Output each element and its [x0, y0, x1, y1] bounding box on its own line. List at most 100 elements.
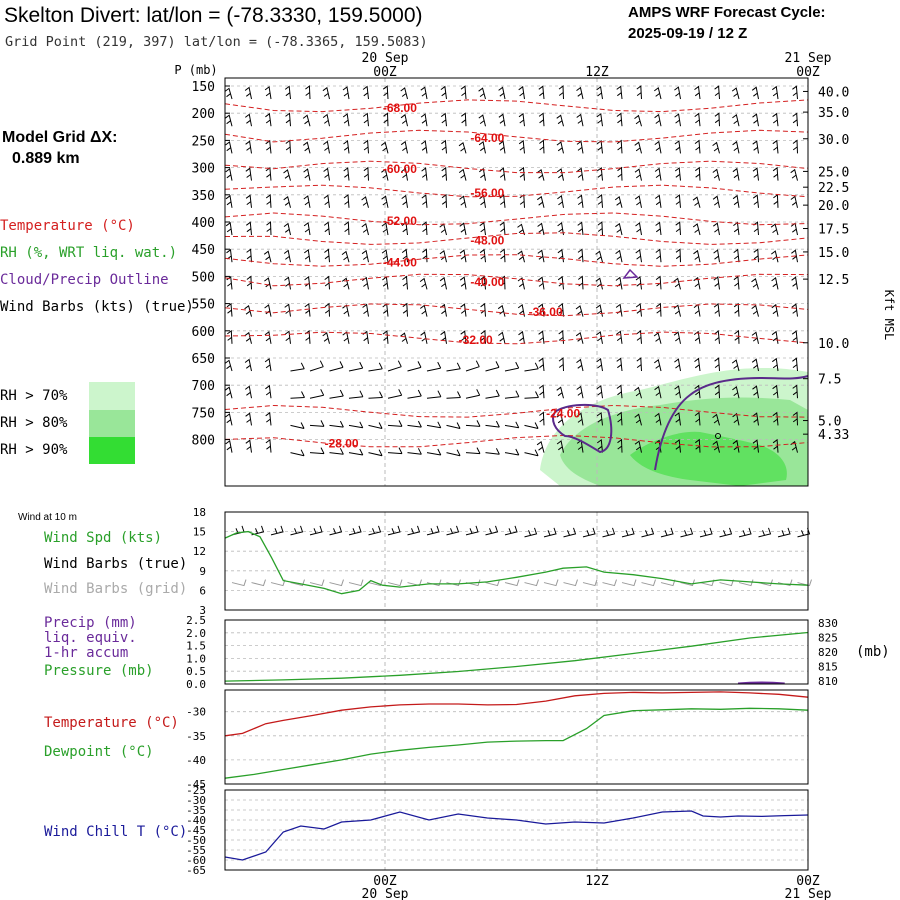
wind-barb-272: [264, 331, 272, 344]
wind-barb-86: [732, 140, 740, 154]
height-tick-4: 22.5: [818, 181, 849, 196]
td-tick--45: -45: [186, 778, 206, 791]
wind-barb-99: [401, 167, 408, 181]
wind-barb-true-11: [446, 525, 460, 536]
wind-barb-314: [504, 361, 520, 372]
wind-barb-95: [323, 167, 330, 181]
wind-barb-true-1: [251, 525, 265, 536]
wind-barb-333: [290, 391, 305, 399]
precip-pressure-frame: [224, 619, 809, 685]
wind-barb-134: [499, 194, 506, 208]
wind-barb-193: [479, 248, 486, 263]
wind-barb-308: [387, 360, 402, 372]
wind-barb-354: [694, 384, 701, 399]
wind-barb-190: [422, 248, 428, 263]
wind-barb-255: [517, 304, 525, 317]
wind-barb-381: [634, 413, 642, 426]
wind-barb-87: [752, 140, 759, 154]
wind-barb-32: [265, 112, 272, 127]
wind-barb-true-4: [309, 525, 323, 536]
wind-barb-302: [264, 358, 272, 372]
wind-tick-6: 6: [199, 584, 206, 597]
wind-barb-303: [290, 362, 305, 372]
wind-barb-273: [284, 330, 291, 344]
wind-barb-175: [713, 222, 720, 236]
wind-barb-349: [596, 384, 603, 399]
wind-barb-240: [226, 302, 233, 317]
wind-barb-374: [504, 421, 520, 429]
wind-barb-264: [693, 303, 701, 317]
wind-barb-102: [458, 168, 467, 181]
wind-barb-160: [421, 221, 428, 236]
wind-barb-161: [439, 223, 447, 236]
wind-barb-323: [674, 358, 681, 372]
pressure-axis-label: P (mb): [174, 63, 217, 77]
wind-barb-238: [771, 277, 779, 290]
wind-barb-351: [634, 386, 642, 399]
wind-barb-234: [693, 276, 701, 290]
wind-barb-318: [576, 358, 584, 372]
wind-barb-203: [675, 248, 681, 263]
wind-barb-334: [309, 389, 325, 399]
wind-barb-171: [635, 222, 642, 236]
wind-barb-289: [596, 331, 603, 344]
precip-line: [737, 681, 785, 685]
wind-barb-418: [772, 438, 779, 453]
wind-barb-true-10: [426, 525, 440, 536]
wind-barb-28: [772, 85, 779, 100]
wind-barb-33: [285, 112, 291, 127]
height-tick-3: 25.0: [818, 165, 849, 180]
wind-barb-55: [714, 112, 720, 127]
wind-barb-321: [636, 357, 642, 372]
wind-barb-244: [304, 302, 311, 317]
wind-barb-328: [772, 357, 779, 372]
pressure-tick-400: 400: [192, 216, 215, 231]
wind-barb-true-28: [777, 527, 791, 538]
wind-barb-true-25: [719, 527, 733, 538]
wind-barb-204: [693, 249, 701, 263]
wind-barb-46: [538, 112, 545, 127]
precip-liq-label: liq. equiv.: [44, 630, 137, 646]
wind-barb-grid-13: [485, 579, 500, 587]
wind-barb-366: [348, 421, 364, 429]
height-tick-0: 40.0: [818, 85, 849, 100]
temperature-label-4: -52.00: [383, 214, 417, 228]
wind-barb-true-7: [368, 525, 382, 536]
wind-barb-17: [558, 85, 564, 100]
height-tick-9: 10.0: [818, 337, 849, 352]
wind-barb-52: [654, 113, 662, 127]
wind-barb-24: [694, 85, 701, 100]
wind-barb-grid-7: [368, 579, 383, 587]
height-axis-label: Kft MSL: [882, 290, 896, 341]
wind-barb-63: [285, 139, 291, 154]
wind-barb-388: [772, 411, 779, 426]
wind-barb-187: [361, 249, 369, 263]
wind-barb-346: [538, 384, 545, 399]
wind-barb-198: [577, 248, 584, 263]
wind-barb-grid-2: [270, 579, 286, 587]
wind-barb-16: [538, 85, 545, 100]
wind-barb-221: [439, 276, 447, 290]
wind-barb-48: [576, 113, 584, 127]
wind-barb-39: [400, 113, 408, 127]
pressure-tick-450: 450: [192, 243, 215, 258]
wind-barb-363: [290, 422, 305, 429]
wind-barb-413: [674, 439, 681, 453]
legend-cloud: Cloud/Precip Outline: [0, 272, 169, 288]
wind-barb-271: [244, 331, 252, 344]
wind-barb-369: [407, 420, 422, 428]
wind-barb-40: [420, 113, 428, 127]
wind-barb-true-5: [329, 525, 343, 536]
wind-barb-206: [733, 248, 740, 263]
wind-barb-43: [478, 114, 486, 127]
wind-barb-89: [792, 139, 798, 154]
wind-barb-195: [517, 250, 525, 263]
temp-dewpoint-frame: [224, 689, 809, 785]
cloud-outline-west: [552, 404, 613, 454]
wind-barb-283: [480, 329, 486, 344]
wind-barb-310: [426, 361, 442, 372]
wind-barb-316: [538, 357, 545, 372]
wind-barb-26: [731, 87, 740, 100]
wind-barb-145: [712, 195, 720, 208]
wind-chill-label: Wind Chill T (°C): [44, 824, 187, 840]
